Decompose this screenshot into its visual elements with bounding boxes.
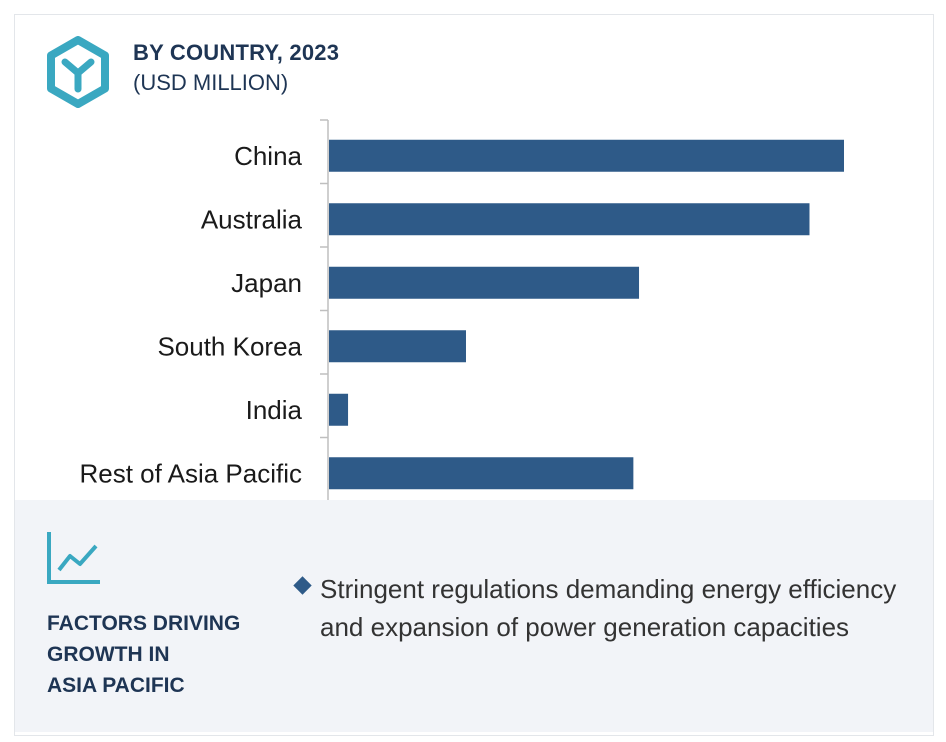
category-label: Japan	[231, 268, 302, 298]
bar	[329, 330, 466, 363]
factors-title: FACTORS DRIVING GROWTH IN ASIA PACIFIC	[47, 608, 277, 701]
category-label: Australia	[201, 204, 303, 234]
bar-chart: China Australia Japan South Korea India Rest …	[79, 119, 844, 513]
factors-title-line: FACTORS DRIVING	[47, 612, 241, 635]
diamond-bullet-icon	[293, 576, 312, 595]
bar	[329, 139, 844, 172]
hexagon-y-icon	[47, 36, 109, 108]
category-label: India	[246, 395, 303, 425]
trend-line-icon	[47, 532, 100, 584]
factor-bullet: Stringent regulations demanding energy e…	[293, 570, 903, 646]
category-label: Rest of Asia Pacific	[79, 458, 302, 488]
category-label: China	[234, 141, 302, 171]
chart-title: BY COUNTRY, 2023	[133, 40, 340, 65]
chart-subtitle: (USD MILLION)	[133, 70, 289, 95]
bar	[329, 266, 640, 299]
factor-bullet-text: Stringent regulations demanding energy e…	[320, 574, 897, 642]
factors-panel	[15, 500, 933, 732]
factors-title-line: GROWTH IN	[47, 643, 170, 666]
factors-title-line: ASIA PACIFIC	[47, 674, 185, 697]
bar	[329, 203, 810, 236]
category-label: South Korea	[157, 331, 302, 361]
bar	[329, 457, 634, 490]
bar	[329, 393, 349, 426]
